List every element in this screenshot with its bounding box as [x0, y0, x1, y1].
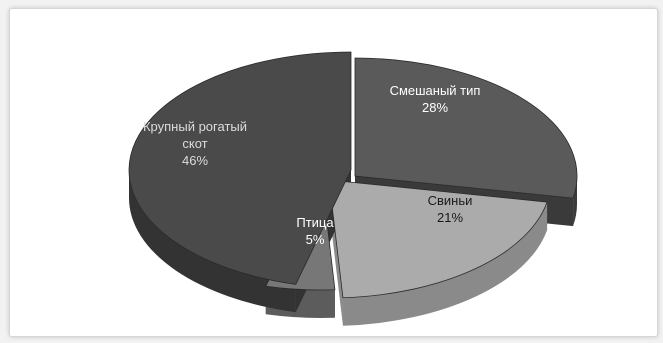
pie-side-2: [342, 202, 548, 326]
pie-slice-1: [354, 57, 578, 199]
pie-label-value-2: 21%: [437, 210, 463, 225]
pie-labels: Крупный рогатый скот 46% Смешаный тип 28% Сви…: [143, 83, 480, 247]
pie-label-3: Птица 5%: [296, 215, 334, 247]
pie-label-text-0: Крупный рогатый: [143, 119, 247, 134]
pie-slice-0: [128, 51, 352, 285]
pie-label-2: Свиньи 21%: [428, 193, 473, 225]
pie-label-0: Крупный рогатый скот 46%: [143, 119, 247, 168]
pie-label-1: Смешаный тип 28%: [390, 83, 481, 115]
pie-label-text-0: скот: [182, 136, 207, 151]
pie-side-0: [129, 170, 296, 313]
pie-label-text-3: Птица: [296, 215, 334, 230]
pie-label-value-0: 46%: [182, 153, 208, 168]
pie-label-value-1: 28%: [422, 100, 448, 115]
pie-label-text-2: Свиньи: [428, 193, 473, 208]
pie-label-value-3: 5%: [306, 232, 325, 247]
pie-tops: [128, 51, 578, 299]
pie-slice-2: [328, 179, 548, 299]
pie-label-text-1: Смешаный тип: [390, 83, 481, 98]
